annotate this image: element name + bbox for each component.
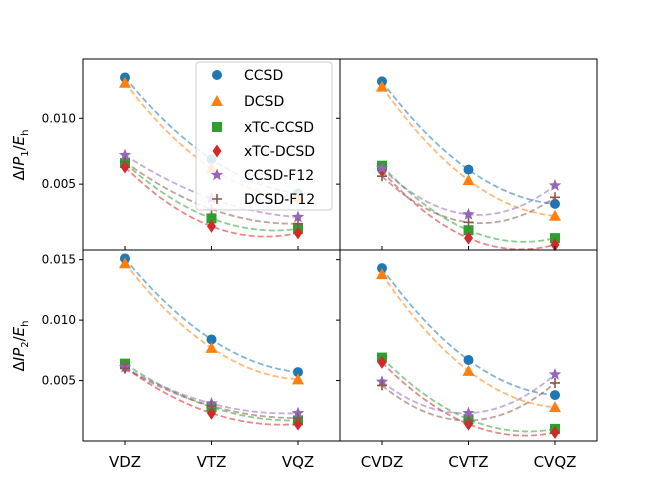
ylabel-row-1-unit: E <box>10 135 28 145</box>
panel-r2c2-point-xtc-dcsd-cvqz <box>550 426 560 440</box>
panel-r2c2-point-dcsd-f12-cvtz <box>463 415 474 426</box>
ylabel-row-1-var: IP <box>10 156 28 170</box>
legend-marker-dcsd-f12 <box>212 194 222 204</box>
x-tick-label-vqz: VQZ <box>282 453 314 471</box>
y-tick-label-row1-0: 0.005 <box>42 177 76 191</box>
ylabel-row-2-slash: / <box>10 335 28 341</box>
panel-r1c1-point-dcsd-f12-vqz <box>293 218 303 229</box>
ylabel-row-1-unit-sub: h <box>20 129 31 135</box>
panel-r1c1-point-xtc-dcsd-vdz <box>120 160 130 174</box>
panel-r2c2-fit-xtc-dcsd <box>381 361 556 437</box>
ylabel-row-2: ΔIP2/Eh <box>10 320 31 371</box>
ylabel-row-2-unit: E <box>10 326 28 336</box>
panel-r1c2-point-dcsd-cvqz <box>549 209 561 221</box>
panel-r1c2-point-xtc-dcsd-cvqz <box>550 238 560 252</box>
panel-r1c2-point-dcsd-f12-cvtz <box>463 217 474 228</box>
x-tick-label-cvtz: CVTZ <box>448 453 488 471</box>
panel-r1c2-fit-ccsd <box>381 80 556 205</box>
panel-r1c1-point-xtc-ccsd-vtz <box>206 213 217 224</box>
panel-r1c2-point-ccsd-f12-cvdz <box>375 161 389 174</box>
x-tick-label-vdz: VDZ <box>109 453 141 471</box>
ylabel-row-1: ΔIP1/Eh <box>10 129 31 180</box>
panel-r2c2-fit-xtc-ccsd <box>381 356 556 433</box>
ylabel-row-2-var: IP <box>10 347 28 361</box>
panel-r1c2-point-xtc-ccsd-cvqz <box>550 233 560 244</box>
panel-r2c1-point-ccsd-vqz <box>293 367 303 378</box>
panel-r1c2-point-dcsd-f12-cvqz <box>550 192 560 203</box>
panel-r2c2-point-dcsd-cvdz <box>376 268 388 280</box>
legend: CCSD DCSD xTC-CCSD xTC-DCSD CCSD-F12 DCS… <box>195 61 333 211</box>
ylabel-row-2-unit-sub: h <box>20 320 31 326</box>
legend-label-ccsd-f12: CCSD-F12 <box>244 168 314 184</box>
panel-r2c2-point-dcsd-cvqz <box>549 401 561 413</box>
panel-r2c2-point-ccsd-f12-cvqz <box>548 368 562 380</box>
panel-r1c1-point-dcsd-f12-vdz <box>120 156 130 167</box>
legend-marker-ccsd <box>212 70 222 80</box>
panel-r1c1-point-xtc-dcsd-vqz <box>293 226 303 240</box>
legend-label-xtc-ccsd: xTC-CCSD <box>244 120 314 136</box>
panel-r1c1-point-ccsd-f12-vqz <box>291 210 305 223</box>
x-tick-label-cvqz: CVQZ <box>534 453 577 471</box>
panel-r1c2-point-ccsd-f12-cvqz <box>548 178 562 191</box>
ylabel-row-2-sub: 2 <box>20 341 31 347</box>
legend-marker-dcsd <box>211 95 223 106</box>
panel-r2c1-point-xtc-dcsd-vtz <box>207 406 216 420</box>
plot-area: VDZ VTZ VQZ CVDZ CVTZ CVQZ 0.005 0.010 0.005 0.01… <box>42 58 598 471</box>
panel-r2c2-point-ccsd-cvqz <box>550 390 560 401</box>
panel-r1c1-point-ccsd-f12-vdz <box>118 148 132 161</box>
legend-markers <box>210 70 224 204</box>
legend-label-dcsd: DCSD <box>244 94 284 110</box>
y-tick-label-row2-2: 0.015 <box>42 253 76 267</box>
ylabel-row-2-prefix: Δ <box>10 361 28 372</box>
legend-label-ccsd: CCSD <box>244 68 283 84</box>
y-tick-label-row2-0: 0.005 <box>42 374 76 388</box>
panel-r2c2-point-dcsd-f12-cvqz <box>550 377 560 388</box>
panel-r2c2-point-dcsd-f12-cvdz <box>377 380 387 391</box>
panel-r2c1-point-dcsd-f12-vqz <box>293 413 303 424</box>
ylabel-row-1-slash: / <box>10 144 28 150</box>
x-tick-label-cvdz: CVDZ <box>361 453 404 471</box>
y-tick-label-row2-1: 0.010 <box>42 313 76 327</box>
panel-r2c2-point-ccsd-cvdz <box>377 263 387 274</box>
panel-r2c1-point-dcsd-vdz <box>119 257 131 269</box>
panel-r2c2-point-ccsd-cvtz <box>463 355 474 366</box>
panel-r2c1-fit-xtc-ccsd <box>124 362 299 422</box>
legend-marker-xtc-ccsd <box>212 122 222 132</box>
ylabel-row-1-sub: 1 <box>20 150 31 156</box>
panel-r1c2-point-xtc-ccsd-cvtz <box>463 225 474 236</box>
panel-r2c1-point-dcsd-vtz <box>205 341 218 353</box>
panel-r2c1-point-ccsd-vtz <box>206 334 217 345</box>
panel-r2c1-point-dcsd-f12-vtz <box>206 400 217 411</box>
panel-r1c1-point-xtc-dcsd-vtz <box>207 219 216 233</box>
panel-r2c2-point-ccsd-f12-cvtz <box>462 406 475 419</box>
y-tick-label-row1-1: 0.010 <box>42 111 76 125</box>
panel-r1c2-point-ccsd-cvtz <box>463 164 474 175</box>
legend-marker-xtc-dcsd <box>212 144 222 158</box>
panel-r1c2-point-xtc-dcsd-cvtz <box>464 231 473 245</box>
panel-r1c2-point-ccsd-cvqz <box>550 198 560 209</box>
panel-r1c2-point-dcsd-cvtz <box>462 174 475 186</box>
panel-r2c1-fit-xtc-dcsd <box>124 366 299 426</box>
legend-label-dcsd-f12: DCSD-F12 <box>244 192 315 208</box>
panel-r1c1-fit-xtc-dcsd <box>124 166 299 238</box>
ylabel-row-1-prefix: Δ <box>10 170 28 181</box>
panel-r2c1-point-dcsd-f12-vdz <box>120 363 130 374</box>
legend-frame <box>195 61 333 211</box>
panel-r1c1-point-dcsd-vdz <box>119 76 131 88</box>
legend-label-xtc-dcsd: xTC-DCSD <box>244 144 315 160</box>
panel-r2c1-point-xtc-dcsd-vqz <box>293 417 303 431</box>
x-tick-label-vtz: VTZ <box>197 453 227 471</box>
panel-r2c1-point-ccsd-f12-vqz <box>291 406 305 419</box>
panel-r1c2-point-dcsd-cvdz <box>376 80 388 92</box>
panel-r1c2-point-ccsd-f12-cvtz <box>462 207 475 220</box>
panel-r2c2-point-xtc-dcsd-cvdz <box>377 355 387 369</box>
panel-r2c1-point-dcsd-vqz <box>292 373 304 385</box>
panel-r2c2-point-dcsd-cvtz <box>462 364 475 376</box>
legend-marker-ccsd-f12 <box>210 168 224 181</box>
panel-r1c1-fit-ccsd-f12 <box>124 154 299 218</box>
panel-r1c2-point-dcsd-f12-cvdz <box>377 171 387 182</box>
